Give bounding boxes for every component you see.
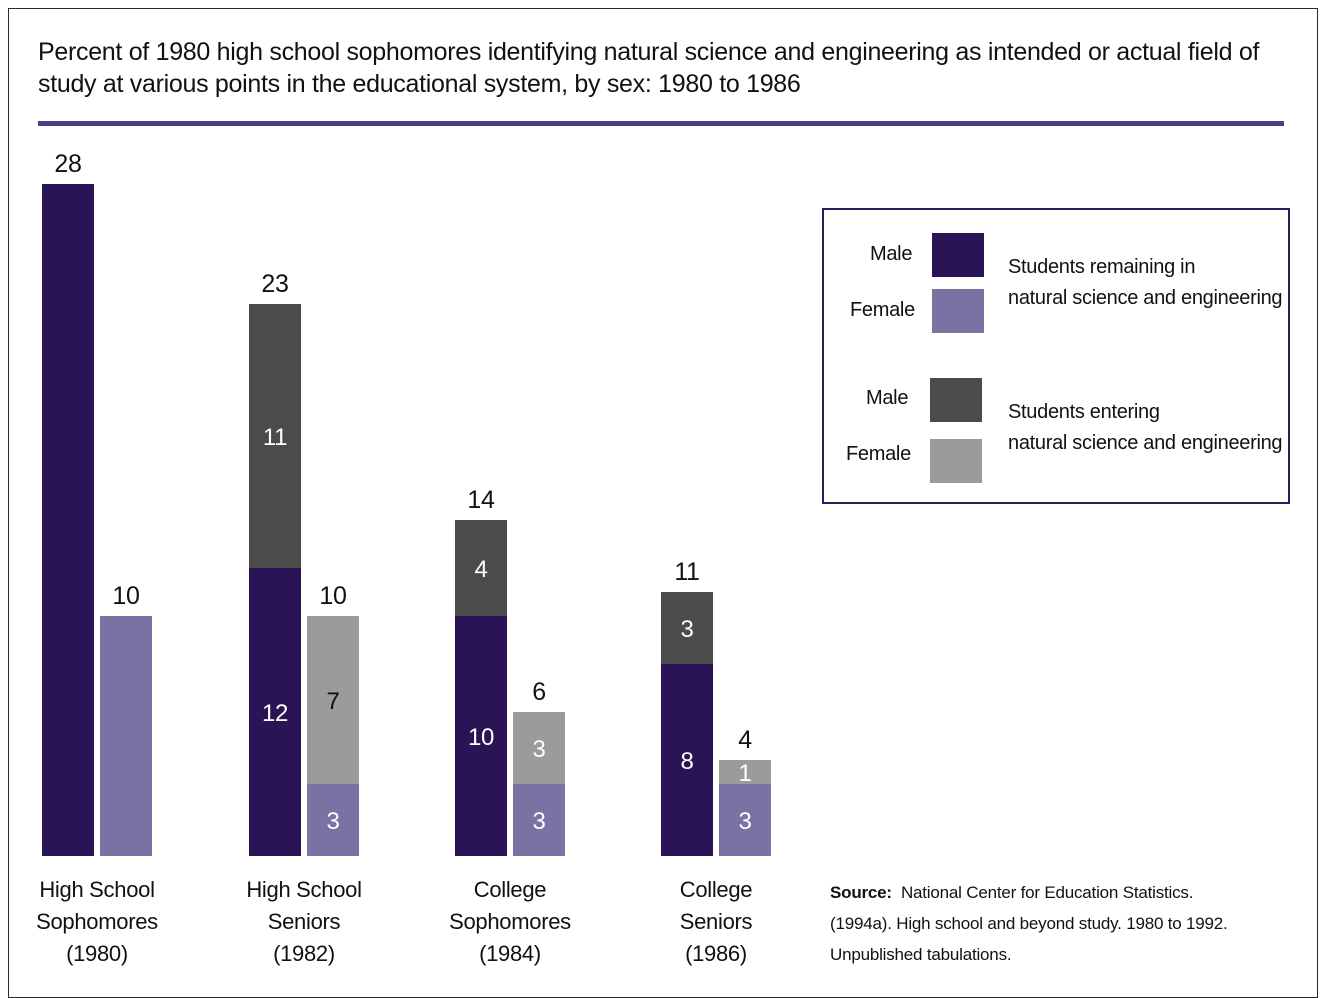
category-label-3-line-1: College <box>474 877 547 902</box>
bar-entering-male-3 <box>455 520 507 616</box>
legend-female-entering-label: Female <box>846 443 911 465</box>
legend-male-remaining-label: Male <box>870 243 913 265</box>
total-label-female-3: 6 <box>532 678 546 706</box>
segment-label-entering-male-4: 3 <box>680 616 693 643</box>
category-label-1-line-1: High School <box>39 877 154 902</box>
category-label-2-line-2: Seniors <box>268 909 341 934</box>
bar-remaining-female-1 <box>100 616 152 856</box>
category-label-4-line-1: College <box>680 877 753 902</box>
bar-remaining-male-2 <box>249 568 301 856</box>
segment-label-entering-female-3: 3 <box>532 736 545 763</box>
bar-entering-male-2 <box>249 304 301 568</box>
total-label-female-4: 4 <box>738 726 752 754</box>
source-label: Source: <box>830 883 892 902</box>
category-label-4-line-2: Seniors <box>680 909 753 934</box>
segment-label-entering-female-4: 1 <box>738 760 751 787</box>
segment-label-entering-male-2: 11 <box>263 424 287 451</box>
bar-remaining-male-3 <box>455 616 507 856</box>
bar-remaining-female-3 <box>513 784 565 856</box>
legend-remaining-line2: natural science and engineering <box>1008 287 1283 309</box>
category-label-3-line-3: (1984) <box>479 941 541 966</box>
legend-swatch-male-entering <box>930 378 982 422</box>
segment-label-entering-female-2: 7 <box>326 688 339 715</box>
bar-remaining-female-4 <box>719 784 771 856</box>
segment-label-remaining-female-4: 3 <box>738 808 751 835</box>
total-label-male-4: 11 <box>674 558 699 586</box>
category-label-4-line-3: (1986) <box>685 941 747 966</box>
category-label-1-line-3: (1980) <box>66 941 128 966</box>
total-label-female-1: 10 <box>112 582 139 610</box>
category-label-2-line-3: (1982) <box>273 941 335 966</box>
chart-title: Percent of 1980 high school sophomores i… <box>38 38 1260 98</box>
segment-label-remaining-female-2: 3 <box>326 808 339 835</box>
category-label-3-line-2: Sophomores <box>449 909 571 934</box>
total-label-male-3: 14 <box>467 486 495 514</box>
legend-swatch-female-entering <box>930 439 982 483</box>
segment-label-remaining-male-3: 10 <box>468 724 494 751</box>
bar-entering-female-3 <box>513 712 565 784</box>
total-label-female-2: 10 <box>319 582 346 610</box>
source-note: Source: National Center for Education St… <box>830 877 1250 970</box>
legend-swatch-female-remaining <box>932 289 984 333</box>
legend-entering-line1: Students entering <box>1008 401 1160 423</box>
category-label-1-line-2: Sophomores <box>36 909 158 934</box>
segment-label-remaining-male-2: 12 <box>262 700 288 727</box>
bar-remaining-male-1 <box>42 184 94 856</box>
segment-label-entering-male-3: 4 <box>474 556 487 583</box>
source-text: National Center for Education Statistics… <box>830 883 1228 964</box>
segment-label-remaining-male-4: 8 <box>680 748 693 775</box>
total-label-male-1: 28 <box>54 150 81 178</box>
legend-male-entering-label: Male <box>866 387 909 409</box>
bar-entering-female-4 <box>719 760 771 784</box>
legend-entering-line2: natural science and engineering <box>1008 432 1283 454</box>
legend-entering-desc: Students entering natural science and en… <box>1008 397 1283 459</box>
category-label-2-line-1: High School <box>246 877 361 902</box>
segment-label-remaining-female-3: 3 <box>532 808 545 835</box>
bar-remaining-female-2 <box>307 784 359 856</box>
bar-entering-female-2 <box>307 616 359 784</box>
legend-female-remaining-label: Female <box>850 299 915 321</box>
bar-entering-male-4 <box>661 592 713 664</box>
title-rule <box>38 121 1284 126</box>
legend-remaining-desc: Students remaining in natural science an… <box>1008 252 1283 314</box>
legend-remaining-line1: Students remaining in <box>1008 256 1196 278</box>
total-label-male-2: 23 <box>261 270 288 298</box>
legend: Male Female Students remaining in natura… <box>822 208 1290 504</box>
bar-remaining-male-4 <box>661 664 713 856</box>
legend-swatch-male-remaining <box>932 233 984 277</box>
